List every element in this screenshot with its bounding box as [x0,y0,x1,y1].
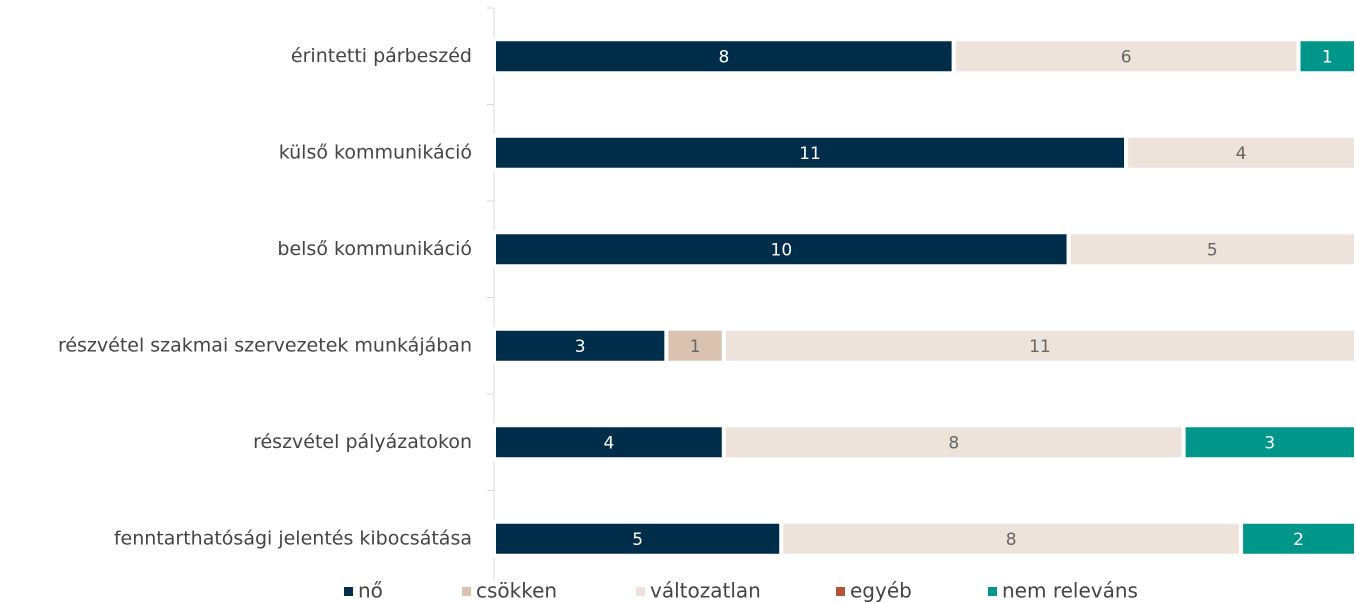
legend-label: egyéb [850,579,912,603]
data-label: 5 [632,530,643,550]
bar-segment [1296,37,1356,76]
bar-segment [721,326,1356,365]
legend-swatch [988,587,997,596]
category-label: érintetti párbeszéd [291,45,472,67]
data-label: 8 [948,433,959,453]
data-label: 4 [604,433,615,453]
bar-segment [1124,133,1356,172]
bar-segment [492,37,956,76]
data-label: 5 [1207,240,1218,260]
data-label: 3 [575,337,586,357]
bar-segment [492,230,1071,269]
legend-label: változatlan [650,579,761,603]
legend-swatch [344,587,353,596]
data-label: 11 [799,144,821,164]
bar-segment [492,133,1129,172]
legend-swatch [462,587,471,596]
bar-segment [1181,423,1356,462]
data-label: 6 [1121,47,1132,67]
data-label: 10 [771,240,793,260]
legend-label: nő [358,579,383,603]
bar-segment [779,519,1244,558]
data-label: 3 [1264,433,1275,453]
legend-label: csökken [476,579,557,603]
data-label: 2 [1293,530,1304,550]
category-label: belső kommunikáció [277,238,472,260]
data-label: 1 [690,337,701,357]
legend-swatch [636,587,645,596]
bar-segment [1239,519,1356,558]
data-label: 11 [1029,337,1051,357]
category-label: részvétel pályázatokon [253,431,472,453]
data-label: 4 [1236,144,1247,164]
legend-label: nem releváns [1002,579,1138,603]
category-label: fenntarthatósági jelentés kibocsátása [114,527,472,549]
category-label: részvétel szakmai szervezetek munkájában [58,334,472,356]
category-label: külső kommunikáció [279,141,472,163]
data-label: 8 [1006,530,1017,550]
bar-segment [721,423,1186,462]
data-label: 1 [1322,47,1333,67]
bar-segment [492,519,784,558]
legend-swatch [836,587,845,596]
data-label: 8 [718,47,729,67]
